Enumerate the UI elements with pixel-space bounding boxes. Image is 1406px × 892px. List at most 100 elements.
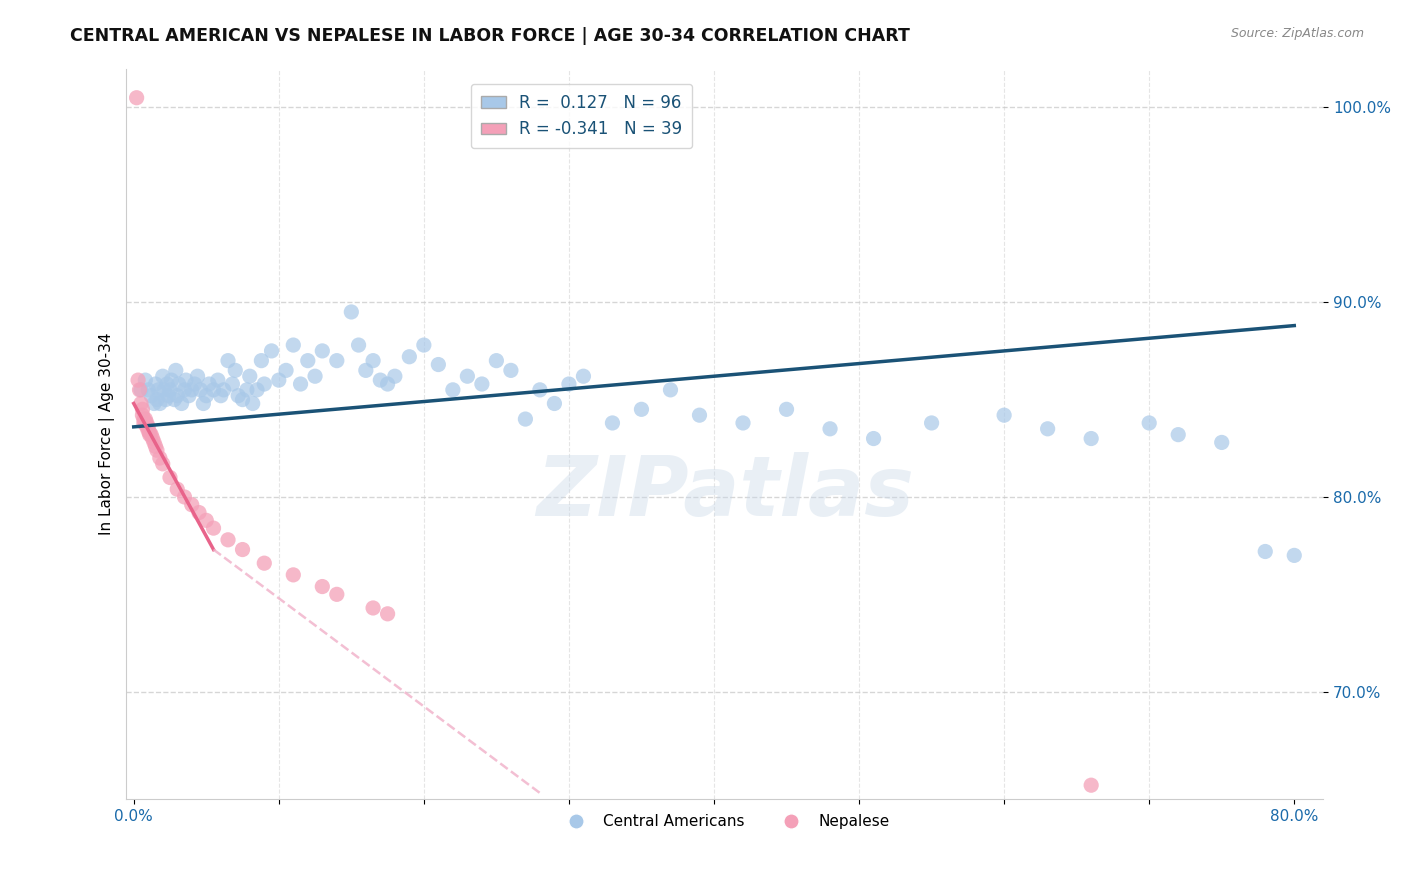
Point xyxy=(212,383,235,397)
Point xyxy=(202,521,225,535)
Point xyxy=(143,435,166,450)
Point xyxy=(1080,778,1102,792)
Point xyxy=(1167,427,1189,442)
Point xyxy=(142,432,165,446)
Point xyxy=(193,396,215,410)
Point xyxy=(134,373,156,387)
Point xyxy=(361,601,384,615)
Point xyxy=(236,383,259,397)
Point xyxy=(143,396,166,410)
Point xyxy=(166,389,188,403)
Point xyxy=(250,353,273,368)
Point xyxy=(183,377,205,392)
Point xyxy=(180,383,202,397)
Point xyxy=(226,389,249,403)
Point xyxy=(173,383,195,397)
Point xyxy=(170,396,193,410)
Point xyxy=(862,432,884,446)
Point xyxy=(174,373,197,387)
Point xyxy=(354,363,377,377)
Text: ZIPatlas: ZIPatlas xyxy=(536,451,914,533)
Point xyxy=(274,363,297,377)
Point xyxy=(157,389,180,403)
Point xyxy=(543,396,565,410)
Point xyxy=(207,373,229,387)
Point xyxy=(224,363,246,377)
Point xyxy=(209,389,232,403)
Point xyxy=(131,408,153,422)
Point xyxy=(152,457,174,471)
Point xyxy=(246,383,269,397)
Point xyxy=(145,377,167,392)
Point xyxy=(135,416,157,430)
Point xyxy=(159,383,181,397)
Point xyxy=(231,392,253,407)
Point xyxy=(471,377,494,392)
Point xyxy=(377,377,399,392)
Y-axis label: In Labor Force | Age 30-34: In Labor Force | Age 30-34 xyxy=(100,333,115,535)
Point xyxy=(152,369,174,384)
Point xyxy=(231,542,253,557)
Point xyxy=(602,416,624,430)
Point xyxy=(136,420,159,434)
Legend: Central Americans, Nepalese: Central Americans, Nepalese xyxy=(554,808,896,835)
Point xyxy=(689,408,711,422)
Point xyxy=(159,470,181,484)
Text: CENTRAL AMERICAN VS NEPALESE IN LABOR FORCE | AGE 30-34 CORRELATION CHART: CENTRAL AMERICAN VS NEPALESE IN LABOR FO… xyxy=(70,27,910,45)
Point xyxy=(1080,432,1102,446)
Point xyxy=(146,392,169,407)
Point xyxy=(135,420,157,434)
Point xyxy=(384,369,406,384)
Point xyxy=(370,373,392,387)
Point xyxy=(134,416,156,430)
Point xyxy=(572,369,595,384)
Point xyxy=(148,383,170,397)
Point xyxy=(1254,544,1277,558)
Point xyxy=(139,389,162,403)
Point xyxy=(775,402,797,417)
Point xyxy=(1211,435,1233,450)
Point xyxy=(311,580,333,594)
Point xyxy=(239,369,262,384)
Point xyxy=(659,383,682,397)
Point xyxy=(217,353,239,368)
Point xyxy=(177,389,200,403)
Point xyxy=(149,396,172,410)
Point xyxy=(129,396,152,410)
Point xyxy=(149,450,172,465)
Point xyxy=(145,439,167,453)
Point xyxy=(311,343,333,358)
Point xyxy=(993,408,1015,422)
Point xyxy=(195,513,218,527)
Point xyxy=(326,587,349,601)
Point xyxy=(167,377,190,392)
Point xyxy=(340,305,363,319)
Point xyxy=(128,383,150,397)
Point xyxy=(253,556,276,570)
Point xyxy=(146,443,169,458)
Point xyxy=(165,363,187,377)
Point xyxy=(304,369,326,384)
Point xyxy=(136,424,159,438)
Point xyxy=(326,353,349,368)
Point xyxy=(138,425,160,440)
Point xyxy=(630,402,652,417)
Point xyxy=(202,383,225,397)
Point xyxy=(818,422,841,436)
Point xyxy=(136,383,159,397)
Point xyxy=(456,369,478,384)
Point xyxy=(1137,416,1160,430)
Point xyxy=(166,482,188,496)
Point xyxy=(267,373,290,387)
Point xyxy=(361,353,384,368)
Point xyxy=(398,350,420,364)
Point xyxy=(188,506,211,520)
Point xyxy=(499,363,522,377)
Point xyxy=(297,353,319,368)
Point xyxy=(156,377,179,392)
Point xyxy=(427,358,450,372)
Point xyxy=(260,343,283,358)
Point xyxy=(125,91,148,105)
Point xyxy=(253,377,276,392)
Point xyxy=(155,392,177,407)
